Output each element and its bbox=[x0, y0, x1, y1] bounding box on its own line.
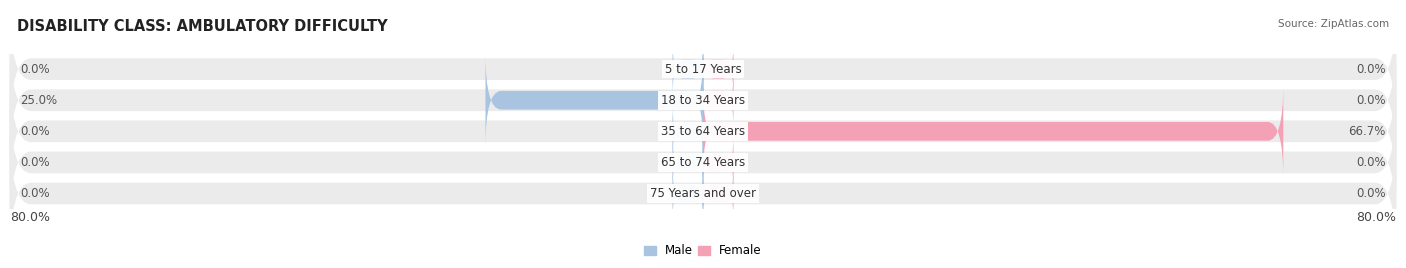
Text: 0.0%: 0.0% bbox=[20, 125, 49, 138]
Text: 0.0%: 0.0% bbox=[20, 63, 49, 76]
Text: 0.0%: 0.0% bbox=[1357, 63, 1386, 76]
FancyBboxPatch shape bbox=[672, 135, 703, 190]
Text: 35 to 64 Years: 35 to 64 Years bbox=[661, 125, 745, 138]
Text: 5 to 17 Years: 5 to 17 Years bbox=[665, 63, 741, 76]
FancyBboxPatch shape bbox=[10, 2, 1396, 136]
FancyBboxPatch shape bbox=[703, 85, 1284, 178]
FancyBboxPatch shape bbox=[10, 65, 1396, 198]
FancyBboxPatch shape bbox=[485, 54, 703, 147]
Text: Source: ZipAtlas.com: Source: ZipAtlas.com bbox=[1278, 19, 1389, 29]
FancyBboxPatch shape bbox=[703, 135, 734, 190]
FancyBboxPatch shape bbox=[703, 41, 734, 97]
Text: 80.0%: 80.0% bbox=[10, 211, 49, 224]
Text: 80.0%: 80.0% bbox=[1357, 211, 1396, 224]
Legend: Male, Female: Male, Female bbox=[640, 240, 766, 262]
FancyBboxPatch shape bbox=[672, 103, 703, 159]
FancyBboxPatch shape bbox=[703, 72, 734, 128]
FancyBboxPatch shape bbox=[703, 166, 734, 221]
Text: 66.7%: 66.7% bbox=[1348, 125, 1386, 138]
FancyBboxPatch shape bbox=[672, 166, 703, 221]
Text: 25.0%: 25.0% bbox=[20, 94, 58, 107]
Text: 0.0%: 0.0% bbox=[1357, 187, 1386, 200]
FancyBboxPatch shape bbox=[10, 34, 1396, 167]
FancyBboxPatch shape bbox=[10, 127, 1396, 260]
Text: 18 to 34 Years: 18 to 34 Years bbox=[661, 94, 745, 107]
Text: 0.0%: 0.0% bbox=[1357, 94, 1386, 107]
FancyBboxPatch shape bbox=[672, 41, 703, 97]
FancyBboxPatch shape bbox=[10, 96, 1396, 229]
Text: 0.0%: 0.0% bbox=[20, 156, 49, 169]
Text: 0.0%: 0.0% bbox=[20, 187, 49, 200]
Text: 0.0%: 0.0% bbox=[1357, 156, 1386, 169]
Text: 75 Years and over: 75 Years and over bbox=[650, 187, 756, 200]
Text: DISABILITY CLASS: AMBULATORY DIFFICULTY: DISABILITY CLASS: AMBULATORY DIFFICULTY bbox=[17, 19, 388, 34]
Text: 65 to 74 Years: 65 to 74 Years bbox=[661, 156, 745, 169]
